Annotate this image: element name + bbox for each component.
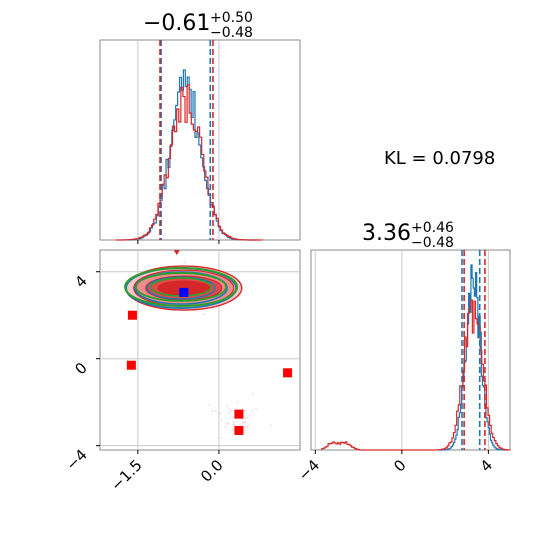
joint-scatter-point <box>244 417 247 419</box>
hist-param2-title-minus: −0.48 <box>411 235 454 251</box>
joint-ytick-label: 4 <box>71 272 90 291</box>
joint-scatter-point <box>208 404 211 407</box>
joint-scatter-point <box>183 261 186 264</box>
joint-scatter-point <box>231 428 234 431</box>
joint-scatter-point <box>226 423 229 425</box>
joint-red-square <box>126 360 136 370</box>
joint-red-square <box>127 310 137 320</box>
hist-param2-title: 3.36 <box>362 221 411 246</box>
hist-param2-red-series <box>321 299 511 451</box>
joint-scatter-point <box>245 426 248 428</box>
joint-scatter-point <box>252 392 254 395</box>
hist-param1-title-plus: +0.50 <box>210 10 253 26</box>
joint-green-contour-mid <box>135 272 227 302</box>
joint-panel: −1.5 0.0 −4 0 4 <box>62 249 301 495</box>
joint-scatter-point <box>228 408 231 411</box>
joint-red-square <box>234 409 244 419</box>
joint-scatter-point <box>226 404 228 407</box>
joint-red-square <box>234 425 244 435</box>
joint-scatter-point <box>247 424 250 427</box>
hist-param2-title-plus: +0.46 <box>411 220 454 236</box>
joint-scatter-point <box>244 421 247 424</box>
joint-scatter-point <box>220 418 223 421</box>
joint-scatter-point <box>220 436 223 439</box>
joint-scatter-point <box>230 410 233 412</box>
joint-scatter-point <box>232 420 235 423</box>
joint-scatter-point <box>243 429 246 432</box>
hist-param1-frame <box>99 39 301 241</box>
hist-param2-xtick-label: 4 <box>477 456 496 475</box>
joint-scatter-point <box>248 414 251 417</box>
joint-scatter-point <box>270 424 273 427</box>
hist-param2-title-median: 3.36 <box>362 221 411 246</box>
hist-param1-title: −0.61 <box>143 11 210 36</box>
joint-scatter-point <box>255 407 257 410</box>
joint-scatter-point <box>219 412 222 415</box>
joint-red-square <box>283 368 293 378</box>
hist-param1-red-series <box>115 84 263 241</box>
joint-scatter-point <box>211 409 214 412</box>
kl-annotation: KL = 0.0798 <box>384 148 495 169</box>
joint-scatter-point <box>202 313 205 315</box>
joint-ytick-label: −4 <box>62 446 90 474</box>
joint-scatter-point <box>227 412 230 415</box>
joint-blue-contour-inner <box>146 276 216 300</box>
hist-param1-title-minus: −0.48 <box>210 25 253 41</box>
joint-scatter-point <box>229 416 231 419</box>
joint-scatter-point <box>241 407 244 410</box>
hist-param1-title-median: −0.61 <box>143 11 210 36</box>
hist-param2-panel: −4 0 4 3.36 +0.46 −0.48 <box>295 220 511 484</box>
joint-red-marker <box>173 250 180 256</box>
hist-param2-xtick-label: 0 <box>390 456 409 475</box>
hist-param2-xtick-label: −4 <box>295 456 323 484</box>
hist-param1-panel: −0.61 +0.50 −0.48 <box>99 10 301 244</box>
joint-scatter-point <box>251 409 253 412</box>
joint-green-contour-outer <box>124 266 239 307</box>
hist-param2-blue-series <box>438 264 509 451</box>
joint-scatter-point <box>224 426 227 428</box>
joint-xtick-label: 0.0 <box>197 456 227 486</box>
joint-xtick-label: −1.5 <box>107 456 145 494</box>
joint-scatter-point <box>246 416 249 419</box>
joint-scatter-point <box>236 401 239 404</box>
joint-blue-contour-mid <box>134 271 228 305</box>
joint-blue-square <box>179 287 189 297</box>
joint-scatter-point <box>214 410 217 413</box>
joint-ytick-label: 0 <box>71 359 90 378</box>
joint-scatter-point <box>233 423 236 426</box>
joint-scatter-point <box>241 421 244 424</box>
joint-scatter-point <box>244 409 246 412</box>
